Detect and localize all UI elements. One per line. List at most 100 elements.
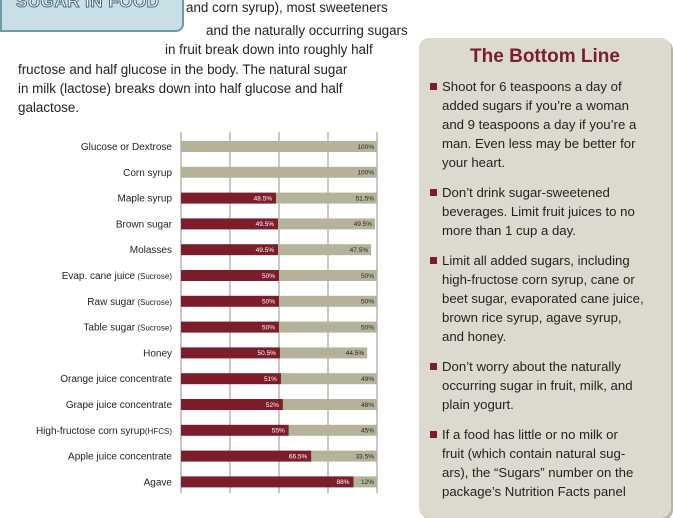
bar-fructose	[181, 399, 283, 410]
bottom-line-text: ars), the “Sugars” number on the	[442, 465, 634, 480]
section-header-badge: SUGAR IN FOOD	[0, 0, 184, 32]
glucose-value-label: 44.5%	[346, 350, 365, 357]
bar-fructose	[181, 295, 279, 307]
bar-glucose	[288, 424, 377, 436]
fructose-value-label: 55%	[272, 428, 285, 435]
bar-glucose	[311, 450, 377, 462]
bar-fructose	[181, 270, 279, 281]
fructose-value-label: 49.5%	[256, 221, 275, 228]
glucose-value-label: 49.5%	[354, 221, 373, 228]
bar-glucose	[278, 244, 372, 256]
bar-glucose	[279, 347, 368, 359]
glucose-value-label: 50%	[361, 299, 374, 306]
category-label: Table sugar (Sucrose)	[83, 323, 172, 334]
bar-glucose	[279, 295, 377, 307]
fructose-value-label: 51%	[264, 376, 277, 383]
bar-fructose	[181, 476, 354, 488]
square-bullet-icon	[430, 363, 437, 370]
bar-fructose	[181, 347, 280, 359]
bottom-line-text: your heart.	[442, 155, 506, 170]
bottom-line-text: Don’t drink sugar-sweetened	[442, 185, 610, 200]
intro-line: and corn syrup), most sweeteners	[186, 0, 388, 15]
intro-line: fructose and half glucose in the body. T…	[18, 62, 348, 77]
category-label: Brown sugar	[116, 219, 173, 230]
glucose-value-label: 49%	[361, 376, 374, 383]
bottom-line-sidebar: The Bottom Line Shoot for 6 teaspoons a …	[419, 38, 671, 518]
bottom-line-text: added sugars if you’re a woman	[442, 98, 629, 113]
bar-glucose	[353, 476, 377, 488]
bottom-line-text: beverages. Limit fruit juices to no	[442, 204, 635, 219]
bottom-line-text: brown rice syrup, agave syrup,	[442, 310, 622, 325]
bottom-line-text: occurring sugar in fruit, milk, and	[442, 378, 633, 393]
category-label: High-fructose corn syrup(HFCS)	[36, 426, 172, 437]
glucose-value-label: 100%	[357, 144, 374, 151]
bottom-line-item: Don’t drink sugar-sweetened beverages. Li…	[419, 184, 669, 241]
square-bullet-icon	[430, 257, 437, 264]
bar-fructose	[181, 321, 279, 333]
glucose-value-label: 100%	[357, 170, 374, 177]
square-bullet-icon	[430, 431, 437, 438]
fructose-value-label: 50%	[262, 324, 275, 331]
chart-labels: Glucose or Dextrose 100% Corn syrup 100% Map…	[36, 142, 374, 488]
fructose-value-label: 50%	[262, 299, 275, 306]
fructose-value-label: 50%	[262, 273, 275, 280]
bottom-line-text: plain yogurt.	[442, 397, 514, 412]
category-label: Evap. cane juice (Sucrose)	[62, 271, 173, 282]
category-label: Grape juice concentrate	[66, 400, 173, 411]
sidebar-title: The Bottom Line	[470, 46, 620, 67]
bar-fructose	[181, 450, 312, 462]
category-label: Apple juice concentrate	[68, 452, 172, 463]
bar-fructose	[181, 244, 279, 256]
bar-glucose	[279, 321, 377, 333]
bottom-line-text: man. Even less may be better for	[442, 136, 636, 151]
bottom-line-text: beet sugar, evaporated cane juice,	[442, 291, 644, 306]
glucose-value-label: 12%	[361, 479, 374, 486]
glucose-value-label: 51.5%	[356, 195, 375, 202]
category-label: Orange juice concentrate	[60, 374, 172, 385]
fructose-value-label: 66.5%	[289, 453, 308, 460]
bottom-line-item: Don’t worry about the naturally occurring…	[419, 358, 669, 415]
bar-fructose	[181, 192, 277, 204]
bar-fructose	[181, 424, 289, 436]
fructose-value-label: 50.5%	[258, 350, 277, 357]
category-label: Agave	[144, 477, 173, 488]
bar-glucose	[276, 192, 377, 204]
chart-bars	[181, 141, 377, 488]
fructose-value-label: 48.5%	[254, 195, 273, 202]
bar-fructose	[181, 218, 279, 230]
bottom-line-item: Limit all added sugars, including high-fr…	[419, 252, 669, 347]
bottom-line-text: Don’t worry about the naturally	[442, 359, 621, 374]
chart-gridlines	[180, 132, 378, 494]
category-label: Corn syrup	[123, 168, 172, 179]
glucose-value-label: 45%	[361, 428, 374, 435]
bottom-line-item: If a food has little or no milk or fruit …	[419, 426, 669, 502]
intro-line: and the naturally occurring sugars	[206, 23, 408, 38]
bottom-line-text: Shoot for 6 teaspoons a day of	[442, 79, 622, 94]
category-label: Honey	[143, 348, 172, 359]
glucose-value-label: 33.5%	[356, 453, 375, 460]
bar-glucose	[278, 218, 376, 230]
fructose-value-label: 49.5%	[256, 247, 275, 254]
fructose-value-label: 52%	[266, 402, 279, 409]
bottom-line-text: If a food has little or no milk or	[442, 427, 618, 442]
bar-glucose	[280, 373, 377, 385]
section-header-text: SUGAR IN FOOD	[15, 0, 160, 12]
bottom-line-text: package’s Nutrition Facts panel	[442, 484, 626, 499]
glucose-value-label: 47.5%	[350, 247, 369, 254]
bottom-line-text: more than 1 cup a day.	[442, 223, 576, 238]
intro-line: in milk (lactose) breaks down into half …	[18, 81, 343, 96]
category-label: Molasses	[130, 245, 172, 256]
intro-line: in fruit break down into roughly half	[165, 42, 373, 57]
bottom-line-text: and 9 teaspoons a day if you’re a	[442, 117, 637, 132]
glucose-value-label: 50%	[361, 273, 374, 280]
glucose-value-label: 50%	[361, 324, 374, 331]
bottom-line-text: high-fructose corn syrup, cane or	[442, 272, 635, 287]
square-bullet-icon	[430, 83, 437, 90]
square-bullet-icon	[430, 189, 437, 196]
bar-glucose	[279, 270, 377, 281]
fructose-value-label: 88%	[336, 479, 349, 486]
glucose-value-label: 48%	[361, 402, 374, 409]
category-label: Maple syrup	[118, 194, 173, 205]
bar-glucose	[181, 166, 377, 178]
bar-fructose	[181, 373, 281, 385]
